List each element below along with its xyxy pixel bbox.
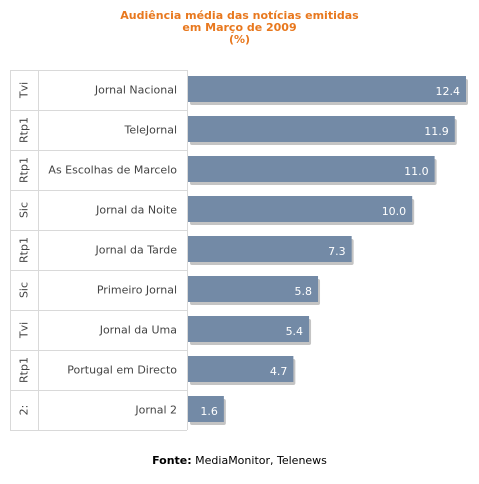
category-label: Portugal em Directo <box>67 364 177 377</box>
channel-label: Tvi <box>18 82 31 99</box>
category-label: Jornal da Tarde <box>94 244 177 257</box>
title-line-2: em Março de 2009 <box>182 21 297 34</box>
channel-label: Sic <box>18 202 31 218</box>
data-label: 7.3 <box>328 245 346 258</box>
channel-label: Rtp1 <box>18 357 31 383</box>
bar <box>188 116 455 142</box>
category-label: As Escolhas de Marcelo <box>48 164 177 177</box>
bar <box>188 76 466 102</box>
channel-label: Tvi <box>18 322 31 339</box>
bar <box>188 156 435 182</box>
data-label: 12.4 <box>436 85 461 98</box>
channel-label: Rtp1 <box>18 237 31 263</box>
bar <box>188 276 319 302</box>
title-line-3: (%) <box>228 33 251 46</box>
chart-title: Audiência média das notícias emitidas em… <box>0 10 479 46</box>
category-label: Jornal da Uma <box>99 324 177 337</box>
data-label: 5.8 <box>295 285 313 298</box>
category-label: Primeiro Jornal <box>97 284 177 297</box>
title-line-1: Audiência média das notícias emitidas <box>120 9 359 22</box>
bar <box>188 196 413 222</box>
channel-label: Rtp1 <box>18 157 31 183</box>
data-label: 10.0 <box>382 205 407 218</box>
channel-label: Rtp1 <box>18 117 31 143</box>
data-label: 11.9 <box>424 125 449 138</box>
bar <box>188 316 310 342</box>
category-label: Jornal 2 <box>134 404 177 417</box>
data-label: 11.0 <box>404 165 429 178</box>
channel-label: Sic <box>18 282 31 298</box>
bar <box>188 396 224 422</box>
category-label: Jornal da Noite <box>95 204 177 217</box>
source-label: Fonte: <box>152 454 192 467</box>
source-note: Fonte: MediaMonitor, Telenews <box>0 454 479 467</box>
data-label: 1.6 <box>200 405 218 418</box>
data-label: 4.7 <box>270 365 288 378</box>
category-label: TeleJornal <box>123 124 177 137</box>
data-label: 5.4 <box>286 325 304 338</box>
source-text: MediaMonitor, Telenews <box>195 454 327 467</box>
category-label: Jornal Nacional <box>94 84 177 97</box>
bar <box>188 356 294 382</box>
channel-label: 2: <box>18 405 31 416</box>
bar <box>188 236 352 262</box>
